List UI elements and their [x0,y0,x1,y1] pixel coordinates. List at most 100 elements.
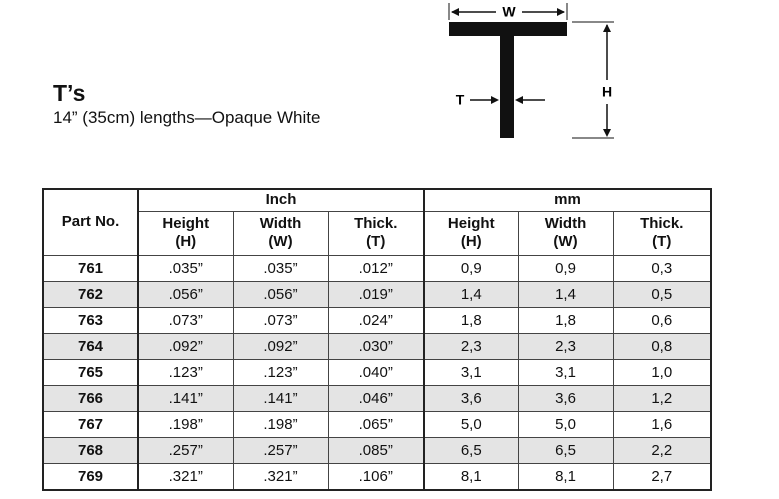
title: T’s [53,80,86,106]
column-name: Thick. [354,215,398,232]
cell: 1,8 [423,306,519,334]
data-row: 766.141” .141” .046” 3,6 3,6 1,2 [42,384,712,412]
column-header: Thick. (T) [612,210,712,256]
cell: .019” [327,280,425,308]
cell: 1,2 [612,384,712,412]
data-row: 765.123” .123” .040” 3,1 3,1 1,0 [42,358,712,386]
cell: .106” [327,462,425,490]
column-symbol: (T) [366,233,386,250]
cell: 2,3 [423,332,519,360]
cell: 8,1 [423,462,519,490]
cell: .257” [232,436,329,464]
column-name: Width [544,215,587,232]
cell: 6,5 [423,436,519,464]
cell: .123” [137,358,234,386]
data-row: 762.056” .056” .019” 1,4 1,4 0,5 [42,280,712,308]
cell: 0,6 [612,306,712,334]
column-header: Width (W) [232,210,329,256]
cell: .123” [232,358,329,386]
column-header: Height (H) [137,210,234,256]
column-header: Thick. (T) [327,210,425,256]
cell: .024” [327,306,425,334]
column-header: Height (H) [423,210,519,256]
part-number: 768 [42,436,139,464]
cell: .141” [232,384,329,412]
data-row: 767.198” .198” .065” 5,0 5,0 1,6 [42,410,712,438]
cell: 2,7 [612,462,712,490]
column-symbol: (T) [652,233,672,250]
column-symbol: (H) [460,233,482,250]
cell: .085” [327,436,425,464]
data-row: 768.257” .257” .085” 6,5 6,5 2,2 [42,436,712,464]
cell: .012” [327,254,425,282]
cell: 1,4 [517,280,614,308]
cell: 0,9 [517,254,614,282]
cell: 3,1 [517,358,614,386]
arrowheads [491,96,523,104]
part-number: 766 [42,384,139,412]
part-number: 761 [42,254,139,282]
column-header-row: Height (H) Width (W) Thick. (T) Height (H) Width… [43,210,712,256]
thickness-label: T [456,92,465,108]
subtitle: 14” (35cm) lengths—Opaque White [53,108,321,127]
cell: .035” [232,254,329,282]
cell: .073” [232,306,329,334]
cell: 0,5 [612,280,712,308]
cell: .321” [232,462,329,490]
cell: 1,0 [612,358,712,386]
spec-table: Part No. Inch mm Height (H) Width (W) Thick. (T)… [42,188,712,491]
data-row: 761.035” .035” .012” 0,9 0,9 0,3 [42,254,712,282]
cell: 1,6 [612,410,712,438]
column-name: Width [259,215,302,232]
part-number: 767 [42,410,139,438]
cell: .257” [137,436,234,464]
cell: .073” [137,306,234,334]
cell: .065” [327,410,425,438]
cell: 6,5 [517,436,614,464]
cell: 8,1 [517,462,614,490]
column-name: Thick. [640,215,684,232]
height-label: H [602,84,612,100]
part-number: 764 [42,332,139,360]
part-number: 762 [42,280,139,308]
cell: .035” [137,254,234,282]
part-header: Part No. [42,188,139,256]
cell: 2,3 [517,332,614,360]
group-header: mm [423,188,712,212]
t-flange [449,22,567,36]
cell: .198” [232,410,329,438]
part-number: 763 [42,306,139,334]
part-number: 769 [42,462,139,490]
cell: 1,8 [517,306,614,334]
column-symbol: (W) [268,233,293,250]
t-diagram: W H T [448,3,614,139]
cell: 3,6 [517,384,614,412]
cell: .056” [232,280,329,308]
column-header: Width (W) [517,210,614,256]
cell: 0,9 [423,254,519,282]
column-name: Height [447,215,495,232]
column-symbol: (H) [175,233,197,250]
group-header: Inch [137,188,425,212]
cell: 5,0 [423,410,519,438]
data-row: 763.073” .073” .024” 1,8 1,8 0,6 [42,306,712,334]
cell: .092” [137,332,234,360]
data-row: 764.092” .092” .030” 2,3 2,3 0,8 [42,332,712,360]
cell: 0,3 [612,254,712,282]
cell: .056” [137,280,234,308]
cell: 3,1 [423,358,519,386]
cell: .030” [327,332,425,360]
cell: 1,4 [423,280,519,308]
cell: .040” [327,358,425,386]
t-stem [500,36,514,138]
cell: .141” [137,384,234,412]
cell: 3,6 [423,384,519,412]
cell: .198” [137,410,234,438]
column-name: Height [162,215,210,232]
cell: 2,2 [612,436,712,464]
cell: 0,8 [612,332,712,360]
cell: .046” [327,384,425,412]
group-header-row: Part No. Inch mm [42,188,712,256]
width-label: W [502,4,516,20]
